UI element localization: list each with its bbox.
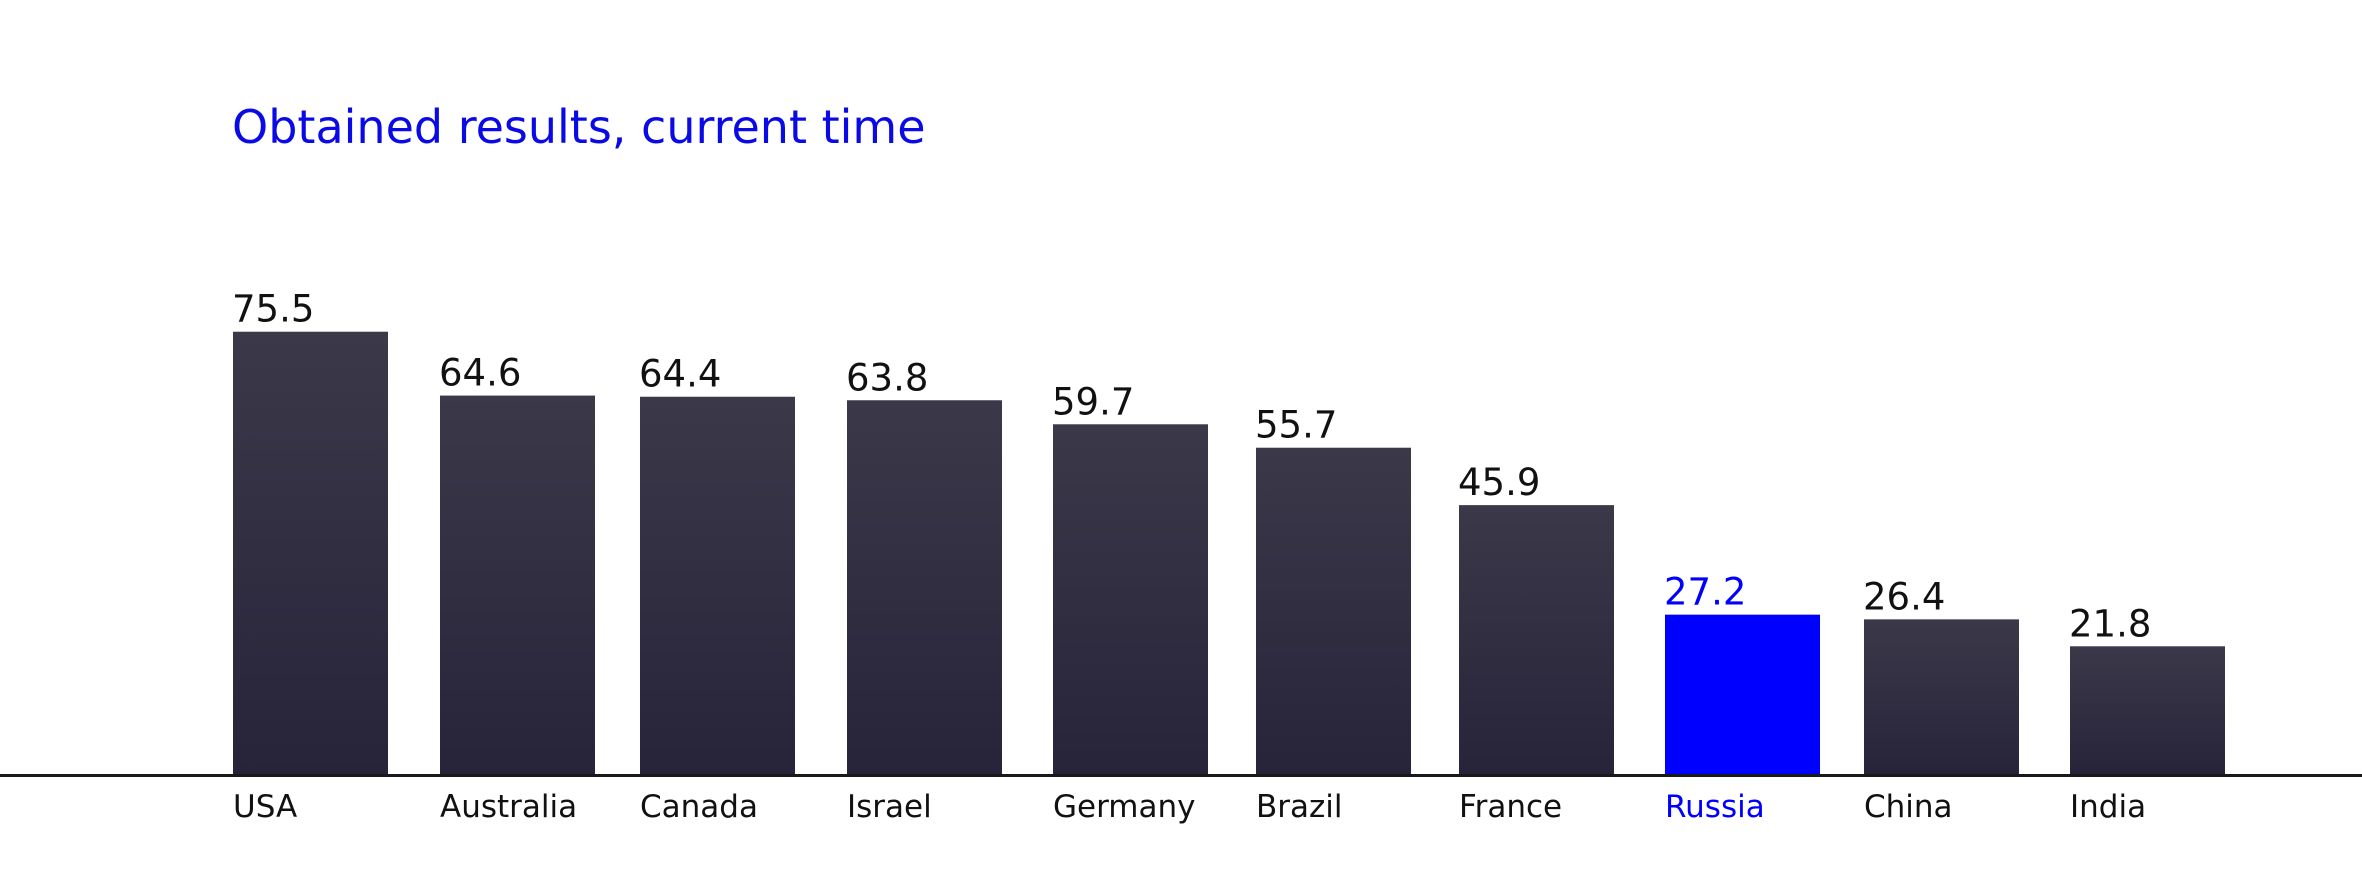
data-label-india: 21.8 (2069, 602, 2151, 645)
data-label-australia: 64.6 (439, 352, 521, 395)
x-tick-label-germany: Germany (1053, 789, 1195, 825)
bar-usa (233, 331, 388, 774)
x-tick-label-china: China (1864, 789, 1953, 825)
data-labels-group: 75.5 64.6 64.4 63.8 59.7 55.7 45.9 27.2 26.4 21.8 (232, 288, 2151, 646)
data-label-russia: 27.2 (1664, 571, 1746, 614)
data-label-china: 26.4 (1863, 575, 1945, 618)
x-tick-label-usa: USA (233, 789, 297, 825)
bar-israel (847, 400, 1002, 774)
data-label-france: 45.9 (1458, 461, 1540, 504)
x-tick-label-russia: Russia (1665, 789, 1765, 825)
bar-canada (640, 396, 795, 774)
x-tick-label-brazil: Brazil (1256, 789, 1343, 825)
bar-russia (1665, 614, 1820, 774)
data-label-canada: 64.4 (639, 353, 721, 396)
bar-india (2070, 646, 2225, 774)
bar-china (1864, 619, 2019, 774)
bar-germany (1053, 424, 1208, 774)
data-label-usa: 75.5 (232, 288, 314, 331)
x-tick-label-australia: Australia (440, 789, 577, 825)
bar-france (1459, 505, 1614, 774)
x-tick-label-france: France (1459, 789, 1562, 825)
x-tick-label-canada: Canada (640, 789, 758, 825)
data-label-israel: 63.8 (846, 356, 928, 399)
data-label-brazil: 55.7 (1255, 404, 1337, 447)
x-tick-label-india: India (2070, 789, 2146, 825)
x-tick-labels-group: USA Australia Canada Israel Germany Brazil Fra… (233, 789, 2146, 825)
bar-australia (440, 395, 595, 774)
data-label-germany: 59.7 (1052, 380, 1134, 423)
bars-group (233, 331, 2225, 774)
x-tick-label-israel: Israel (847, 789, 932, 825)
bar-brazil (1256, 447, 1411, 774)
chart-title: Obtained results, current time (232, 100, 926, 154)
